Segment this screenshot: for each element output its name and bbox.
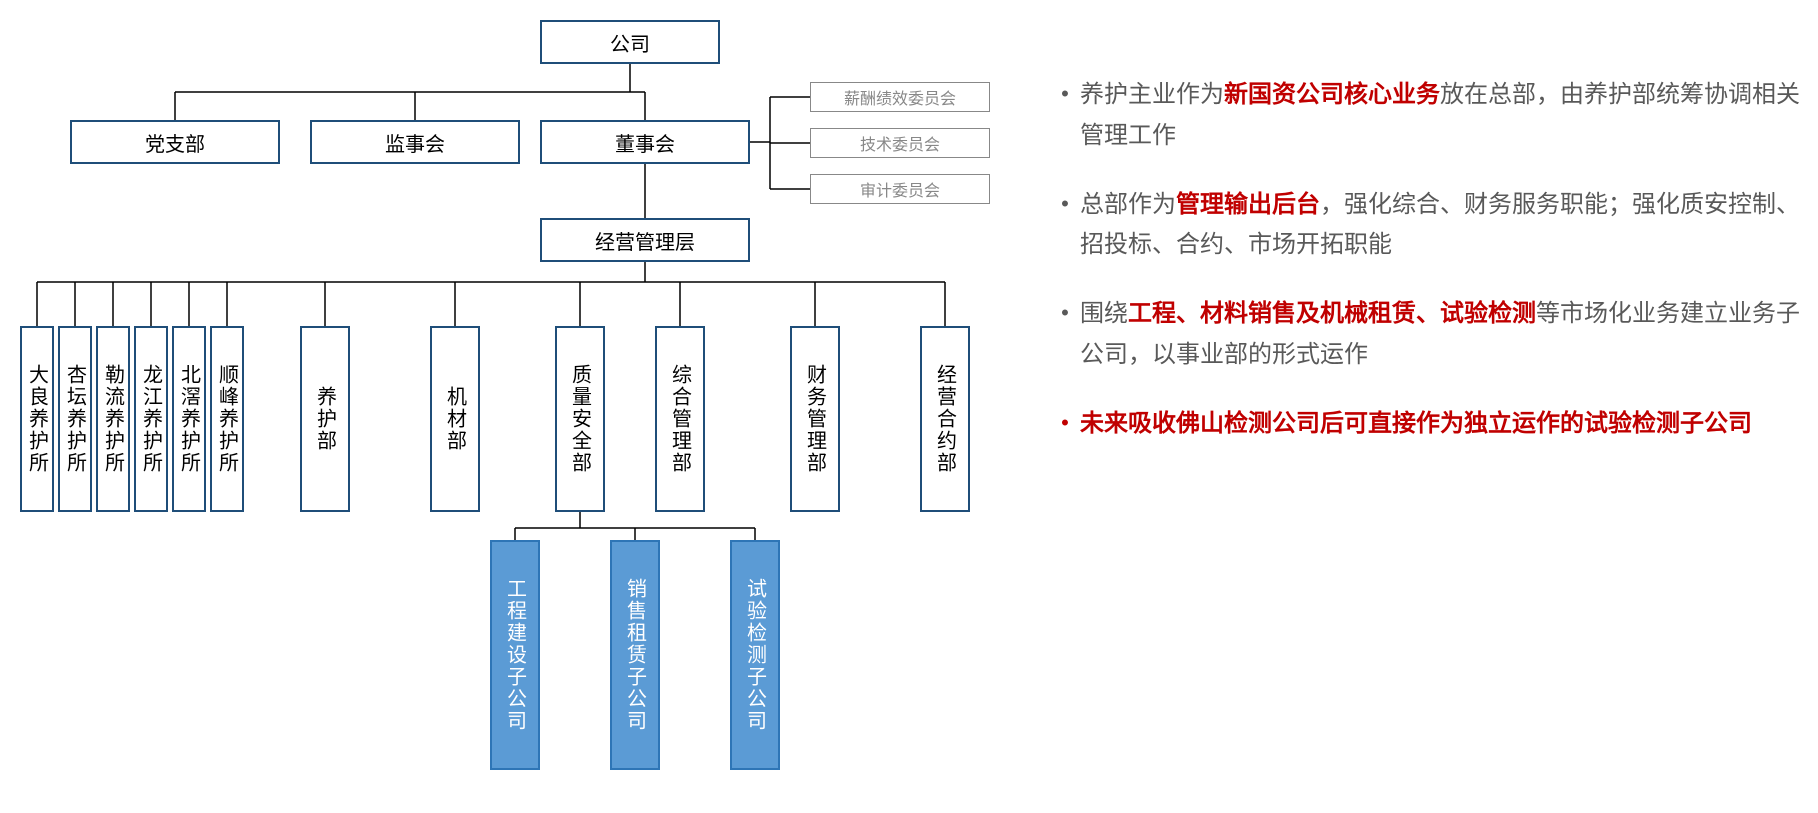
bullet-dot: •: [1050, 185, 1080, 267]
sub-1: 销售租赁子公司: [610, 540, 660, 770]
node-row2-0: 党支部: [70, 120, 280, 164]
sub-2: 试验检测子公司: [730, 540, 780, 770]
bullet-text: 围绕工程、材料销售及机械租赁、试验检测等市场化业务建立业务子公司，以事业部的形式…: [1080, 294, 1800, 376]
dept-big-2: 质量安全部: [555, 326, 605, 512]
bullet-2: •围绕工程、材料销售及机械租赁、试验检测等市场化业务建立业务子公司，以事业部的形…: [1050, 294, 1800, 376]
bullet-1: •总部作为管理输出后台，强化综合、财务服务职能；强化质安控制、招投标、合约、市场…: [1050, 185, 1800, 267]
committee-1: 技术委员会: [810, 128, 990, 158]
dept-big-0: 养护部: [300, 326, 350, 512]
dept-big-1: 机材部: [430, 326, 480, 512]
committee-0: 薪酬绩效委员会: [810, 82, 990, 112]
dept-small-1: 杏坛养护所: [58, 326, 92, 512]
dept-small-5: 顺峰养护所: [210, 326, 244, 512]
node-row2-2: 董事会: [540, 120, 750, 164]
bullet-dot: •: [1050, 75, 1080, 157]
committee-2: 审计委员会: [810, 174, 990, 204]
node-mgmt: 经营管理层: [540, 218, 750, 262]
node-company: 公司: [540, 20, 720, 64]
dept-small-2: 勒流养护所: [96, 326, 130, 512]
dept-small-0: 大良养护所: [20, 326, 54, 512]
node-row2-1: 监事会: [310, 120, 520, 164]
dept-big-3: 综合管理部: [655, 326, 705, 512]
bullet-dot: •: [1050, 294, 1080, 376]
sub-0: 工程建设子公司: [490, 540, 540, 770]
dept-small-4: 北滘养护所: [172, 326, 206, 512]
bullet-0: •养护主业作为新国资公司核心业务放在总部，由养护部统筹协调相关管理工作: [1050, 75, 1800, 157]
bullet-dot: •: [1050, 404, 1080, 445]
dept-big-5: 经营合约部: [920, 326, 970, 512]
bullet-text: 总部作为管理输出后台，强化综合、财务服务职能；强化质安控制、招投标、合约、市场开…: [1080, 185, 1800, 267]
dept-big-4: 财务管理部: [790, 326, 840, 512]
dept-small-3: 龙江养护所: [134, 326, 168, 512]
bullet-text: 养护主业作为新国资公司核心业务放在总部，由养护部统筹协调相关管理工作: [1080, 75, 1800, 157]
bullet-text: 未来吸收佛山检测公司后可直接作为独立运作的试验检测子公司: [1080, 404, 1800, 445]
bullet-3: •未来吸收佛山检测公司后可直接作为独立运作的试验检测子公司: [1050, 404, 1800, 445]
